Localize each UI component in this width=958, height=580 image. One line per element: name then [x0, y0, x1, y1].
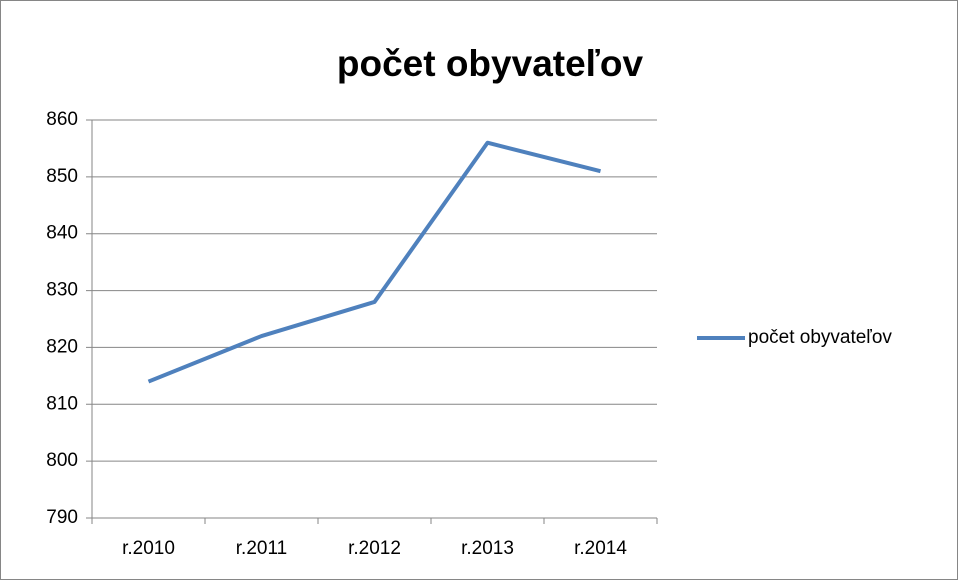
y-tick-label: 820 [46, 336, 78, 357]
line-series [147, 140, 601, 384]
x-tick-label: r.2011 [236, 538, 287, 559]
y-tick-label: 840 [46, 223, 78, 244]
chart-title: počet obyvateľov [337, 43, 644, 84]
y-tick-label: 850 [46, 166, 78, 187]
x-tick-label: r.2014 [574, 538, 627, 559]
x-tick-label: r.2013 [461, 538, 514, 559]
y-tick-label: 790 [46, 507, 78, 528]
x-tick-label: r.2010 [122, 538, 175, 559]
x-tick-label: r.2012 [348, 538, 401, 559]
legend-label: počet obyvateľov [748, 327, 892, 348]
y-tick-label: 810 [46, 393, 78, 414]
y-tick-label: 830 [46, 280, 78, 301]
y-tick-label: 800 [46, 450, 78, 471]
y-tick-label: 860 [46, 109, 78, 130]
